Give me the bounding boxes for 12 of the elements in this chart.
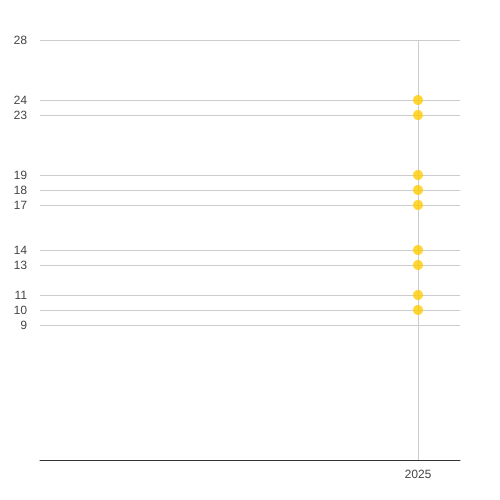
y-tick-label: 17 — [14, 198, 28, 212]
y-tick-label: 19 — [14, 168, 28, 182]
y-tick-label: 28 — [14, 33, 28, 47]
y-tick-label: 23 — [14, 108, 28, 122]
y-tick-label: 9 — [20, 318, 28, 332]
y-tick-label: 14 — [14, 243, 28, 257]
y-tick-label: 11 — [14, 288, 28, 302]
y-tick-label: 24 — [14, 93, 28, 107]
y-tick-label: 10 — [14, 303, 28, 317]
y-tick-label: 13 — [14, 258, 28, 272]
y-tick-label: 18 — [14, 183, 28, 197]
x-tick-label: 2025 — [404, 467, 432, 481]
